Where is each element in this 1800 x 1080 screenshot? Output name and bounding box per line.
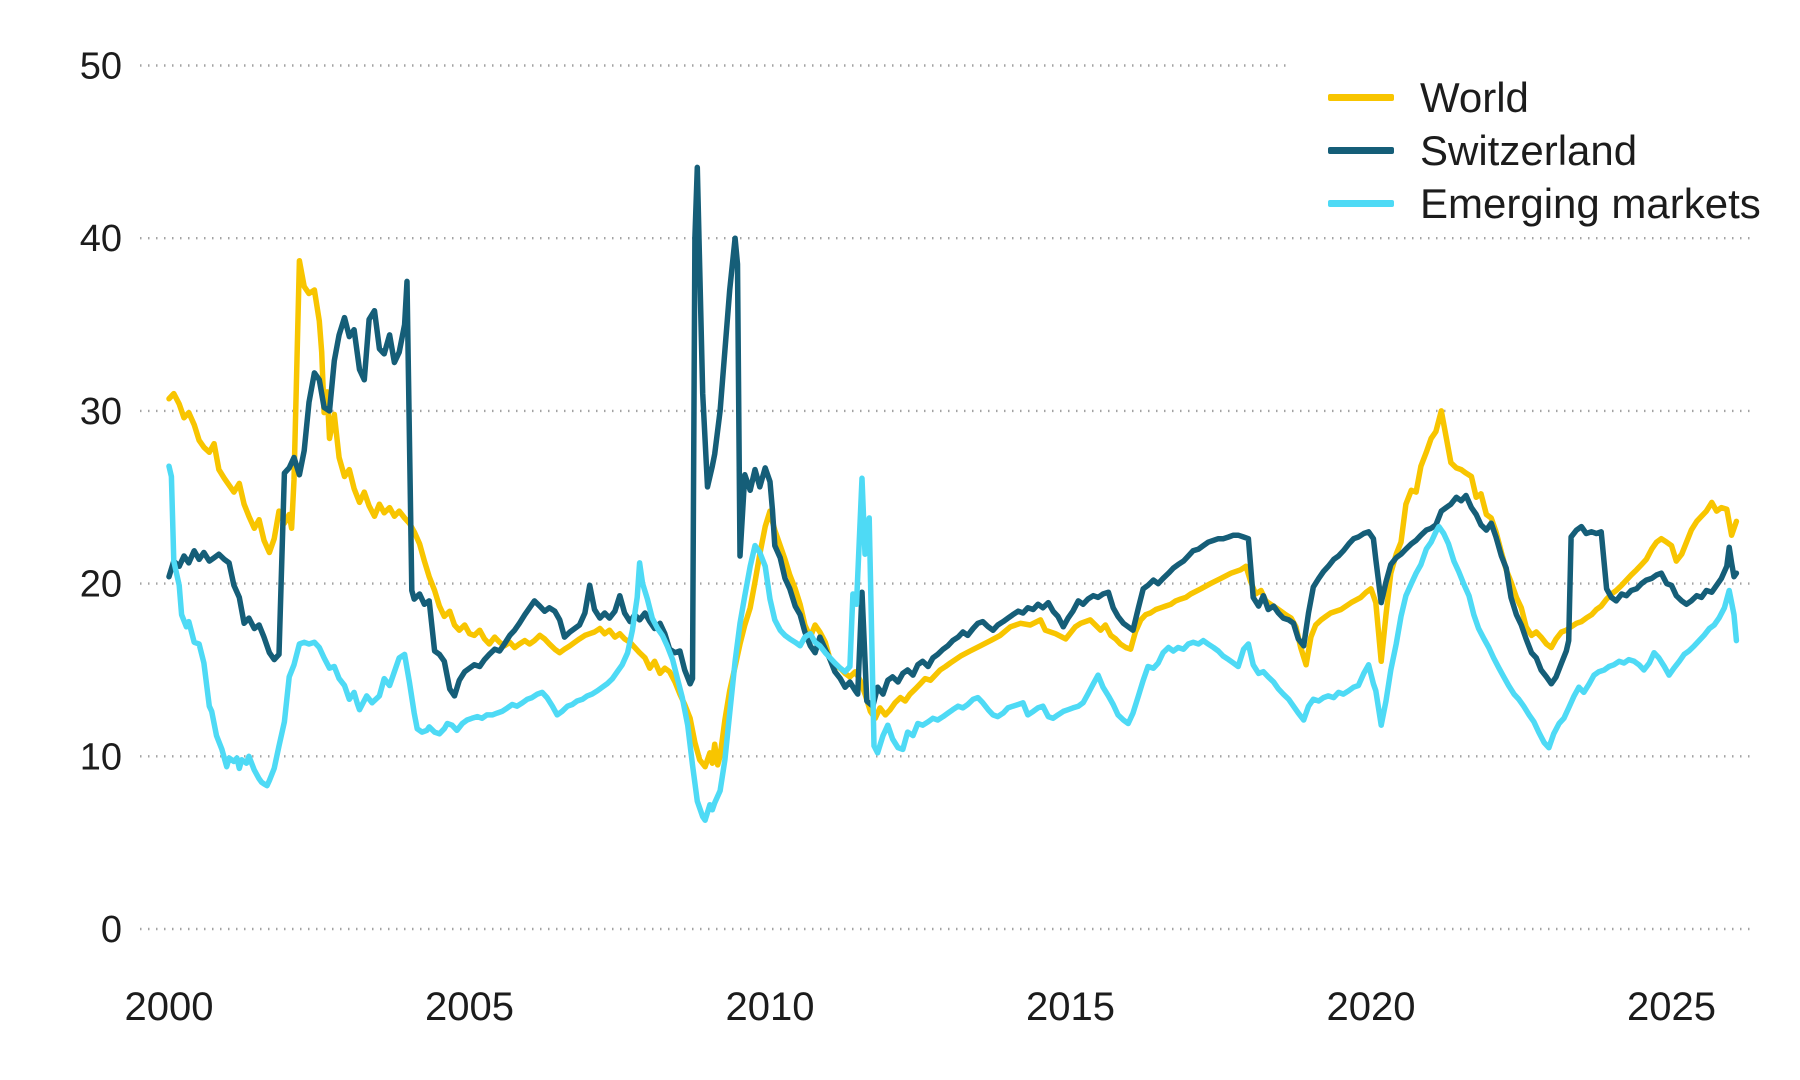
series-line-world [166, 257, 1740, 770]
world-line-swatch-icon [1328, 94, 1394, 101]
legend-item-world: World [1286, 71, 1786, 124]
legend-label-emerging-markets: Emerging markets [1420, 179, 1761, 227]
y-axis-labels: 0 10 20 30 40 50 [80, 46, 122, 952]
series-lines [166, 164, 1740, 823]
x-tick-label-2005: 2005 [425, 985, 514, 1029]
y-tick-label-10: 10 [80, 736, 122, 778]
legend-label-world: World [1420, 73, 1529, 121]
emerging-markets-line-swatch-icon [1328, 200, 1394, 207]
y-tick-label-30: 30 [80, 391, 122, 433]
chart-legend: World Switzerland Emerging markets [1286, 54, 1786, 236]
x-tick-label-2020: 2020 [1327, 985, 1416, 1029]
legend-label-switzerland: Switzerland [1420, 126, 1638, 174]
gridlines [140, 64, 1756, 931]
x-tick-label-2015: 2015 [1026, 985, 1115, 1029]
x-tick-label-2010: 2010 [726, 985, 815, 1029]
x-tick-label-2025: 2025 [1627, 985, 1716, 1029]
series-line-emerging-markets [166, 463, 1740, 823]
x-axis-labels: 2000 2005 2010 2015 2020 2025 [125, 985, 1716, 1029]
y-tick-label-20: 20 [80, 564, 122, 606]
x-tick-label-2000: 2000 [125, 985, 214, 1029]
switzerland-line-swatch-icon [1328, 147, 1394, 154]
legend-item-switzerland: Switzerland [1286, 124, 1786, 177]
y-tick-label-0: 0 [101, 909, 122, 951]
y-tick-label-50: 50 [80, 46, 122, 88]
y-tick-label-40: 40 [80, 218, 122, 260]
series-line-switzerland [166, 164, 1740, 709]
legend-item-emerging-markets: Emerging markets [1286, 177, 1786, 230]
